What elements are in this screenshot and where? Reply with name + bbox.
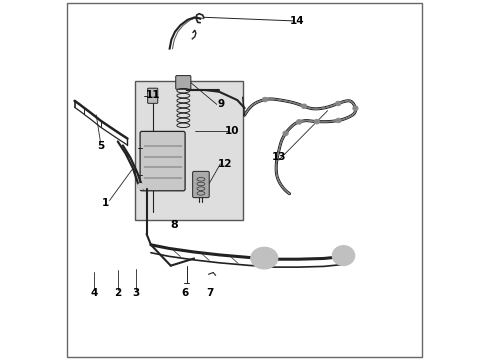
Ellipse shape	[282, 131, 287, 136]
Ellipse shape	[301, 104, 306, 109]
Ellipse shape	[137, 184, 144, 189]
Text: 6: 6	[181, 288, 188, 298]
Ellipse shape	[314, 119, 319, 124]
Text: 1: 1	[102, 198, 109, 208]
Ellipse shape	[332, 246, 354, 266]
Text: 5: 5	[97, 141, 104, 151]
FancyBboxPatch shape	[140, 131, 185, 191]
Text: 3: 3	[132, 288, 139, 298]
Ellipse shape	[352, 106, 357, 111]
Text: 7: 7	[206, 288, 214, 298]
Text: 8: 8	[170, 220, 178, 230]
Text: 12: 12	[217, 159, 231, 169]
Text: 10: 10	[224, 126, 239, 136]
Text: 14: 14	[289, 16, 304, 26]
FancyBboxPatch shape	[175, 76, 190, 89]
FancyBboxPatch shape	[134, 81, 242, 220]
Ellipse shape	[262, 97, 267, 102]
Ellipse shape	[335, 101, 340, 106]
Text: 4: 4	[90, 288, 98, 298]
Text: 11: 11	[145, 90, 160, 100]
Ellipse shape	[250, 247, 277, 269]
Ellipse shape	[296, 120, 301, 124]
Text: 9: 9	[217, 99, 224, 109]
FancyBboxPatch shape	[192, 171, 209, 198]
Text: 13: 13	[271, 152, 285, 162]
Ellipse shape	[335, 118, 341, 123]
Text: 2: 2	[114, 288, 121, 298]
FancyBboxPatch shape	[147, 88, 158, 103]
